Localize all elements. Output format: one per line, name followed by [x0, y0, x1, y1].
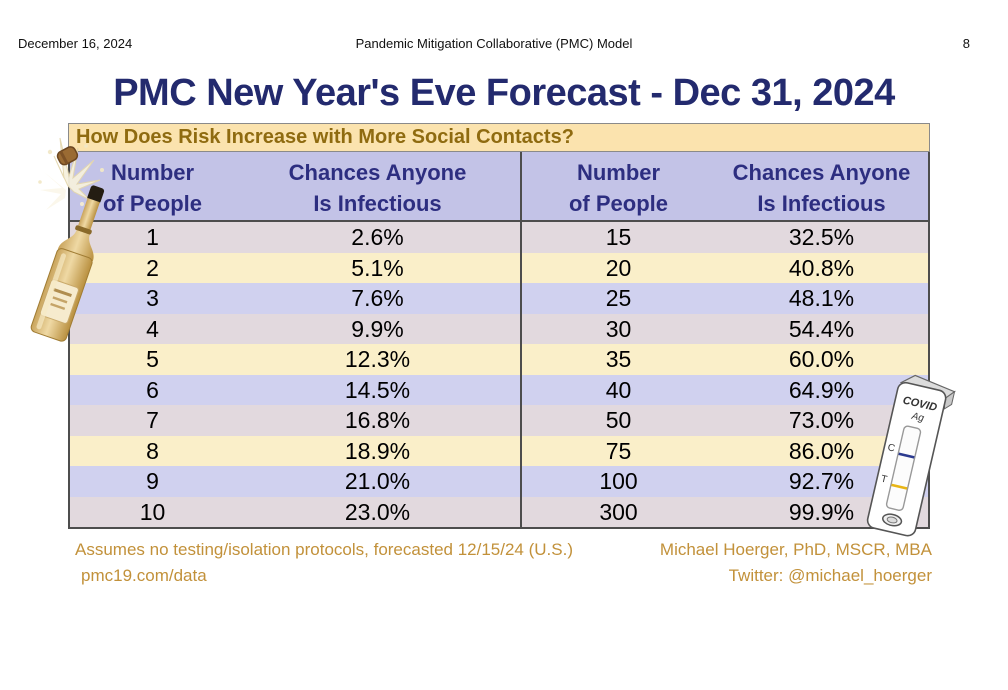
question-banner: How Does Risk Increase with More Social … [68, 123, 930, 152]
table-row: 5 12.3% 35 60.0% [70, 344, 928, 375]
right-number-cell: 20 [520, 252, 715, 283]
footer-right: Michael Hoerger, PhD, MSCR, MBA Twitter:… [660, 537, 932, 589]
test-strip-t-label: T [880, 474, 888, 486]
risk-table: Number of People Chances Anyone Is Infec… [68, 152, 930, 529]
left-chance-cell: 21.0% [344, 468, 411, 494]
champagne-bottle-image [30, 137, 105, 342]
table-row: 2 5.1% 20 40.8% [70, 252, 928, 283]
right-number-cell: 30 [520, 313, 715, 344]
right-chance-cell: 92.7% [788, 468, 855, 494]
page-running-header: December 16, 2024 Pandemic Mitigation Co… [18, 36, 970, 51]
table-row: 9 21.0% 100 92.7% [70, 466, 928, 497]
left-number-cell: 4 [146, 315, 159, 342]
champagne-cork-icon [56, 146, 79, 166]
champagne-bottle-body [30, 185, 105, 342]
right-chance-cell: 73.0% [788, 407, 855, 433]
right-chance-cell: 48.1% [788, 285, 855, 311]
table-row: 10 23.0% 300 99.9% [70, 496, 928, 527]
right-number-cell: 15 [520, 222, 715, 253]
right-number-cell: 25 [520, 283, 715, 314]
table-row: 7 16.8% 50 73.0% [70, 405, 928, 436]
author-credit: Michael Hoerger, PhD, MSCR, MBA [659, 540, 932, 559]
left-chance-cell: 14.5% [344, 376, 411, 403]
test-strip-label-ag: Ag [910, 411, 926, 425]
left-chance-cell: 23.0% [344, 498, 411, 525]
page-number: 8 [962, 36, 970, 51]
right-number-cell: 100 [520, 466, 715, 497]
twitter-handle: Twitter: @michael_hoerger [728, 566, 932, 585]
right-chance-cell: 86.0% [788, 437, 855, 464]
left-chance-cell: 18.9% [344, 437, 411, 464]
slide-title: PMC New Year's Eve Forecast - Dec 31, 20… [113, 72, 895, 114]
test-strip-c-line [898, 452, 915, 459]
test-strip-window [885, 425, 922, 511]
right-chance-cell: 64.9% [788, 376, 855, 403]
table-row: 4 9.9% 30 54.4% [70, 313, 928, 344]
left-number-cell: 6 [146, 376, 159, 403]
right-number-cell: 35 [520, 344, 715, 375]
header-chances-left: Chances Anyone Is Infectious [288, 160, 467, 216]
left-number-cell: 10 [139, 498, 166, 525]
table-row: 6 14.5% 40 64.9% [70, 374, 928, 405]
header-date: December 16, 2024 [18, 36, 133, 51]
test-strip-sample-well-inner [886, 516, 898, 524]
left-number-cell: 7 [146, 407, 159, 433]
table-header-row: Number of People Chances Anyone Is Infec… [70, 152, 928, 222]
header-chances-right: Chances Anyone Is Infectious [732, 160, 911, 216]
left-chance-cell: 9.9% [351, 315, 404, 342]
left-chance-cell: 5.1% [351, 254, 404, 281]
right-number-cell: 75 [520, 435, 715, 466]
left-chance-cell: 12.3% [344, 346, 411, 372]
right-chance-cell: 54.4% [788, 315, 855, 342]
data-site-text: pmc19.com/data [81, 566, 207, 585]
right-chance-cell: 60.0% [788, 346, 855, 372]
slide-footer: Assumes no testing/isolation protocols, … [75, 537, 932, 589]
left-chance-cell: 2.6% [351, 224, 404, 250]
right-chance-cell: 40.8% [788, 254, 855, 281]
right-chance-cell: 32.5% [788, 224, 855, 250]
table-row: 3 7.6% 25 48.1% [70, 283, 928, 314]
right-chance-cell: 99.9% [788, 498, 855, 525]
test-strip-c-label: C [886, 442, 896, 454]
assumptions-note: Assumes no testing/isolation protocols, … [75, 540, 573, 559]
right-number-cell: 40 [520, 374, 715, 405]
footer-left: Assumes no testing/isolation protocols, … [75, 537, 573, 589]
left-chance-cell: 7.6% [351, 285, 404, 311]
header-number-left: Number of People [102, 160, 202, 216]
left-number-cell: 1 [146, 224, 159, 250]
header-model-title: Pandemic Mitigation Collaborative (PMC) … [355, 36, 633, 51]
test-strip-t-line [891, 483, 908, 490]
right-number-cell: 300 [520, 496, 715, 527]
left-number-cell: 2 [146, 254, 159, 281]
table-row: 8 18.9% 75 86.0% [70, 435, 928, 466]
left-number-cell: 5 [146, 346, 159, 372]
left-number-cell: 9 [146, 468, 159, 494]
left-number-cell: 3 [146, 285, 159, 311]
left-number-cell: 8 [146, 437, 159, 464]
covid-test-strip-image: COVID Ag C T [866, 374, 956, 537]
left-chance-cell: 16.8% [344, 407, 411, 433]
right-number-cell: 50 [520, 405, 715, 436]
slide-content: How Does Risk Increase with More Social … [68, 123, 930, 529]
header-number-right: Number of People [520, 152, 715, 220]
table-row: 1 2.6% 15 32.5% [70, 222, 928, 253]
